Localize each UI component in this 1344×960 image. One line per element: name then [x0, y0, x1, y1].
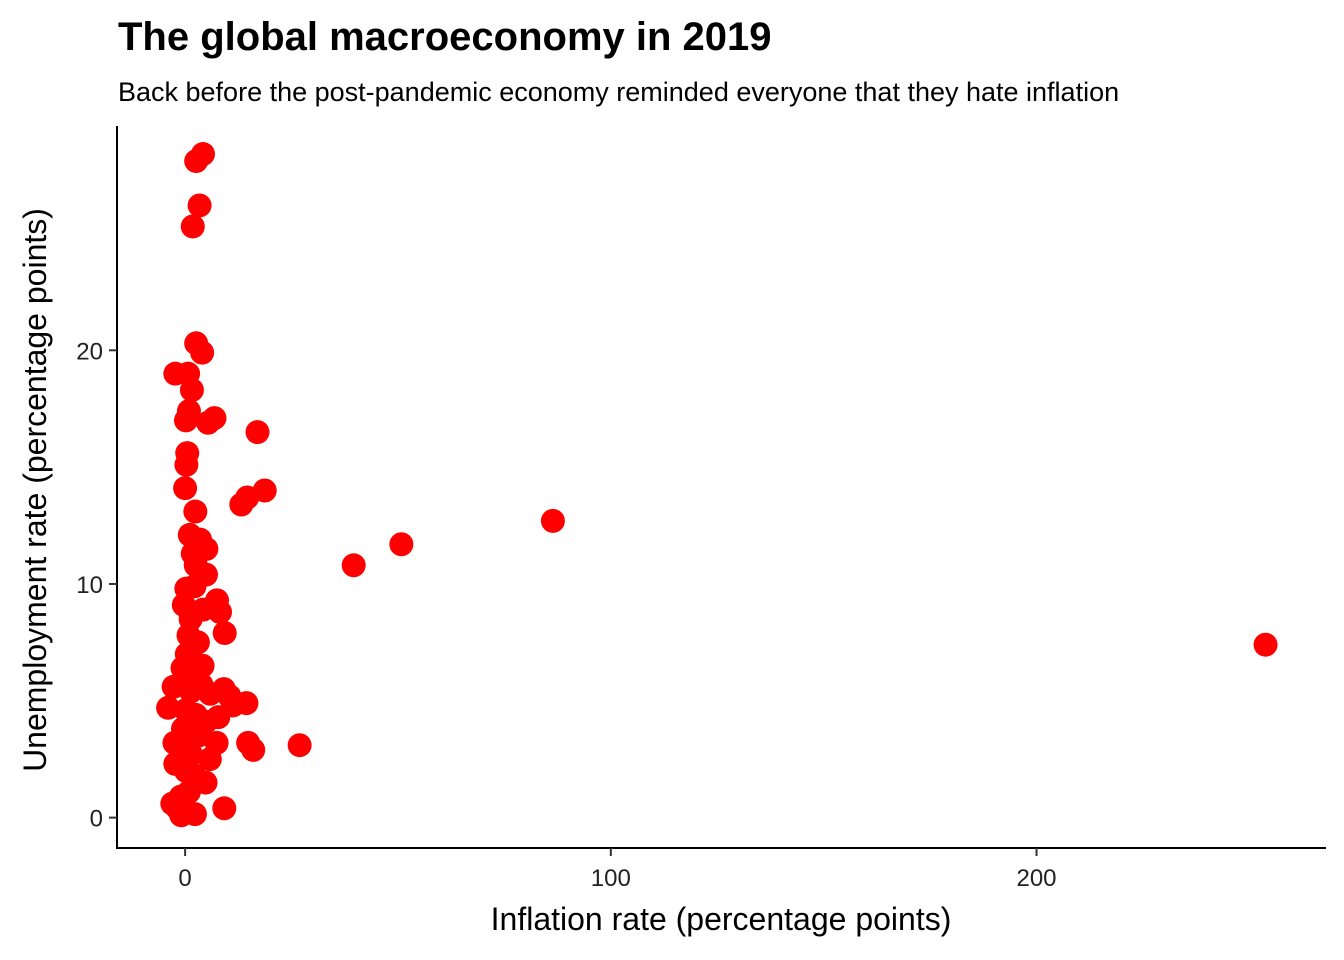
- x-axis-ticks: 0 100 200: [178, 848, 1057, 892]
- data-point: [229, 492, 254, 517]
- data-point: [187, 193, 212, 218]
- data-point: [196, 410, 221, 435]
- chart-title: The global macroeconomy in 2019: [118, 15, 772, 59]
- data-point: [173, 476, 198, 501]
- data-point: [197, 747, 222, 772]
- x-tick-label: 100: [591, 865, 631, 892]
- data-point: [287, 733, 312, 758]
- data-points: [156, 142, 1278, 828]
- data-point: [245, 420, 270, 445]
- data-point: [212, 621, 237, 646]
- y-tick-label: 0: [90, 806, 103, 833]
- data-point: [190, 597, 215, 622]
- data-point: [156, 695, 181, 720]
- data-point: [174, 452, 199, 477]
- data-point: [540, 508, 565, 533]
- data-point: [173, 408, 198, 433]
- x-tick-label: 0: [178, 865, 191, 892]
- chart-subtitle: Back before the post-pandemic economy re…: [118, 77, 1119, 107]
- data-point: [183, 499, 208, 524]
- y-tick-label: 10: [76, 572, 103, 599]
- data-point: [341, 553, 366, 578]
- data-point: [234, 691, 259, 716]
- data-point: [1253, 632, 1278, 657]
- data-point: [184, 149, 209, 174]
- data-point: [185, 723, 210, 748]
- y-axis-title: Unemployment rate (percentage points): [17, 208, 53, 772]
- x-tick-label: 200: [1016, 865, 1056, 892]
- data-point: [180, 214, 205, 239]
- data-point: [179, 378, 204, 403]
- x-axis-title: Inflation rate (percentage points): [491, 901, 952, 937]
- data-point: [212, 796, 237, 821]
- data-point: [389, 532, 414, 557]
- data-point: [241, 737, 266, 762]
- y-axis-ticks: 0 10 20: [76, 338, 117, 833]
- y-tick-label: 20: [76, 338, 103, 365]
- data-point: [182, 574, 207, 599]
- data-point: [182, 802, 207, 827]
- data-point: [206, 705, 231, 730]
- data-point: [190, 340, 215, 365]
